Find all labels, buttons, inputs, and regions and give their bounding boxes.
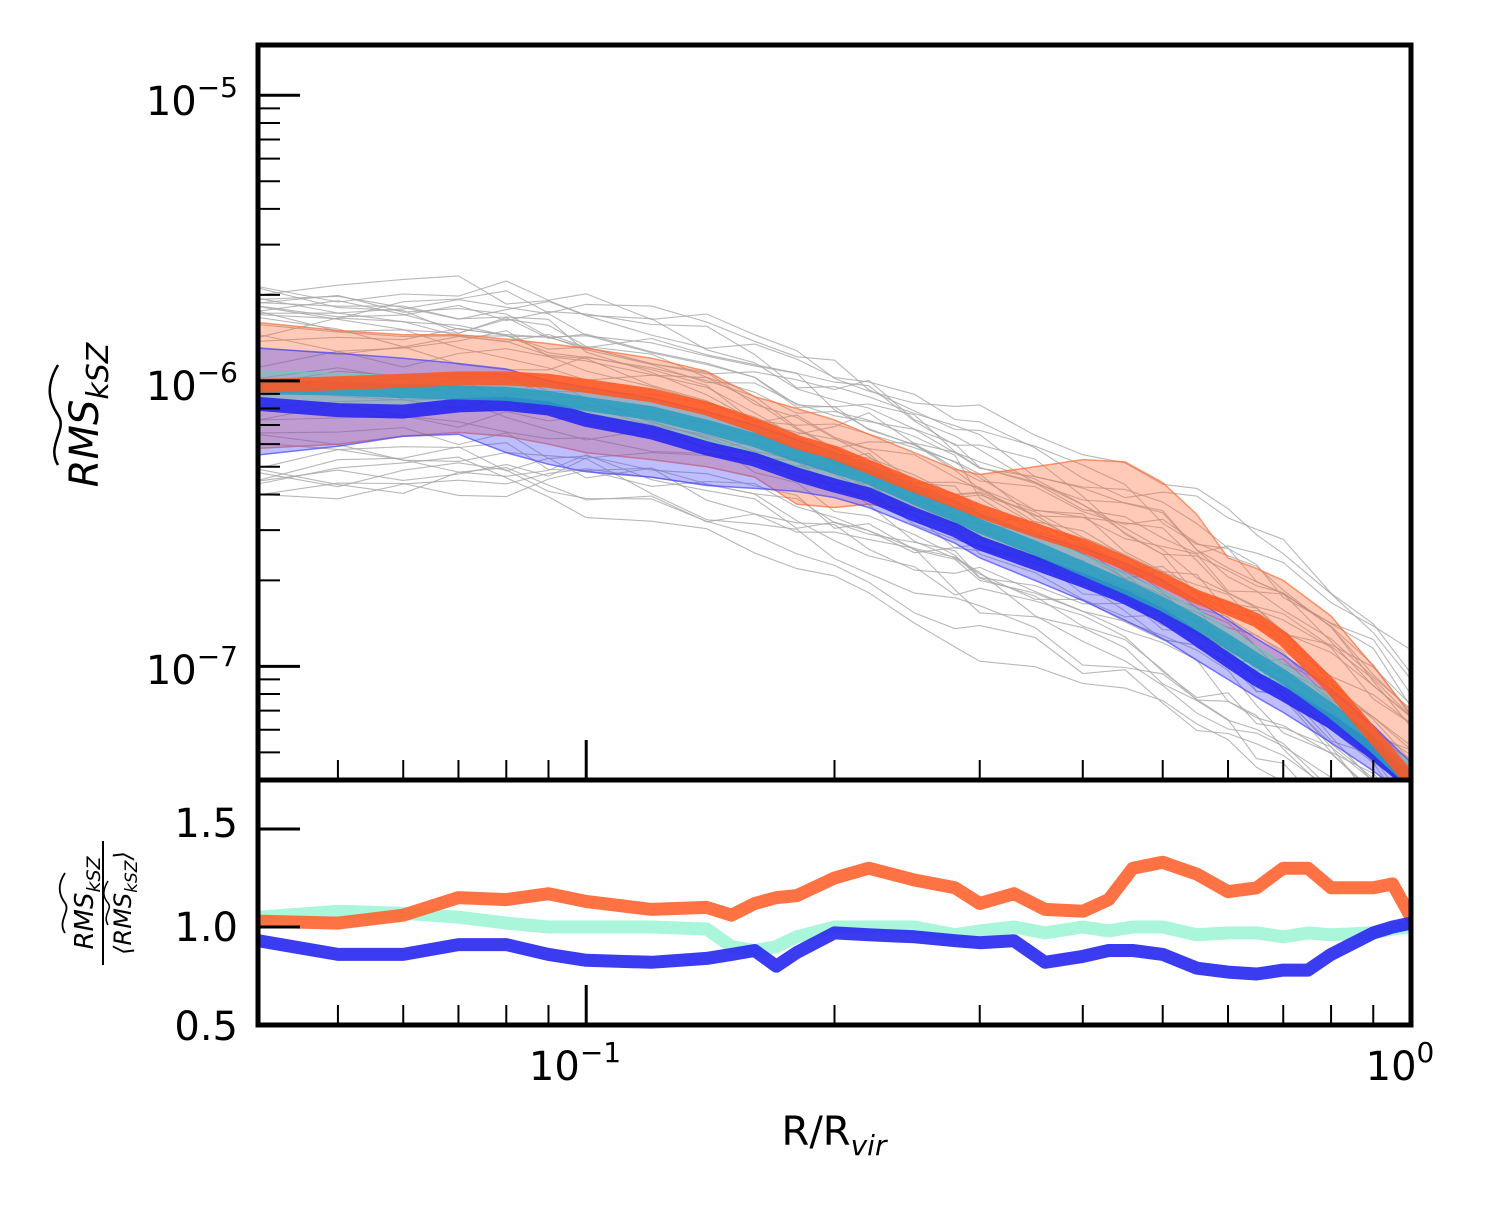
- series-line-blue: [258, 396, 1411, 780]
- x-axis-label: R/Rvir: [782, 1109, 888, 1162]
- top-ytick-label-1e-7: 10−7: [146, 640, 238, 694]
- svg-text:RMSkSZ: RMSkSZ: [62, 341, 116, 487]
- xtick-label-1: 100: [1366, 1036, 1435, 1090]
- top-y-tick-labels: 10−5 10−6 10−7: [146, 71, 238, 694]
- top-ytick-label-1e-5: 10−5: [146, 71, 238, 125]
- background-curve: [258, 300, 1411, 762]
- tilde-accent-den: [103, 880, 111, 926]
- background-curve: [258, 427, 1317, 780]
- background-curve: [258, 324, 1411, 728]
- background-curve: [258, 446, 1358, 780]
- bottom-y-axis-label: RMSkSZ ⟨RMSkSZ⟩: [58, 841, 142, 965]
- x-tick-labels: 10−1 100: [529, 1036, 1434, 1090]
- background-curve: [258, 462, 1319, 780]
- background-curve: [258, 335, 1411, 708]
- top-ytick-label-1e-6: 10−6: [146, 356, 238, 410]
- series-line-orange: [258, 371, 1411, 780]
- bottom-ytick-label-1.5: 1.5: [174, 801, 238, 847]
- top-y-axis-label: RMSkSZ: [48, 341, 116, 487]
- series-line-teal: [258, 380, 1411, 780]
- xtick-label-0.1: 10−1: [529, 1036, 621, 1090]
- svg-text:RMSkSZ: RMSkSZ: [70, 855, 105, 949]
- background-curve: [258, 304, 1411, 717]
- background-curve: [258, 305, 1411, 751]
- orange-band: [258, 321, 1411, 780]
- tilde-accent: [48, 364, 62, 466]
- background-curve: [258, 310, 1411, 706]
- bottom-series: [258, 855, 1411, 981]
- background-curve: [258, 456, 1281, 780]
- background-curve: [258, 280, 1411, 680]
- bottom-ytick-label-0.5: 0.5: [174, 1004, 238, 1050]
- background-curve: [258, 290, 1411, 695]
- tilde-accent-num: [58, 872, 68, 934]
- ratio-line-blue-ratio: [258, 916, 1411, 981]
- bottom-y-tick-labels: 1.5 1.0 0.5: [174, 801, 238, 1050]
- bottom-ytick-label-1.0: 1.0: [174, 905, 238, 951]
- background-curve: [258, 275, 1411, 718]
- background-curve: [258, 442, 1323, 780]
- background-curve: [258, 433, 1300, 780]
- bottom-panel-frame: [255, 777, 1414, 1028]
- svg-text:⟨RMSkSZ⟩: ⟨RMSkSZ⟩: [109, 851, 142, 955]
- background-curve: [258, 467, 1362, 780]
- top-series: [258, 371, 1411, 780]
- background-curve: [258, 297, 1411, 718]
- ratio-line-orange-ratio: [258, 855, 1411, 930]
